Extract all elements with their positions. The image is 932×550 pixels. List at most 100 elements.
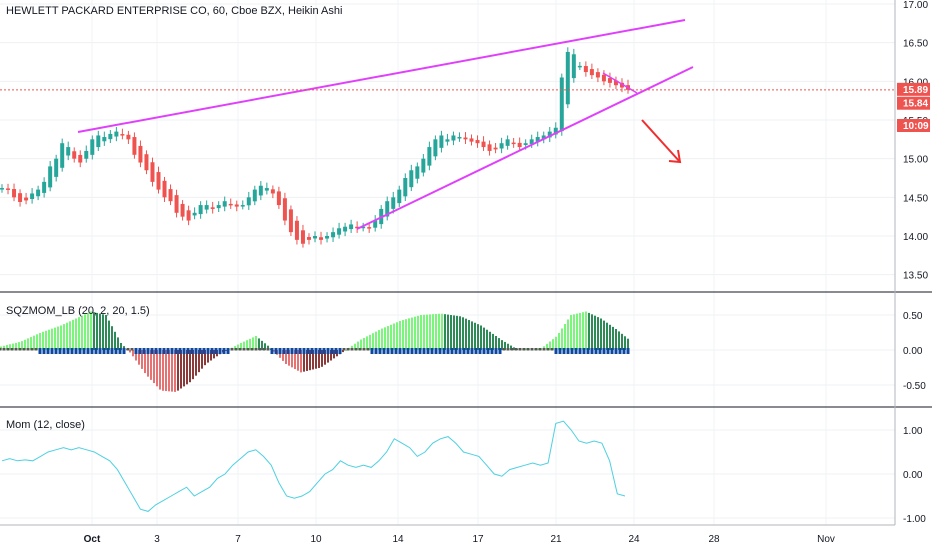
squeeze-dot [590,348,594,354]
candle-body [228,203,233,206]
candle-body [180,203,185,217]
squeeze-bar [489,331,491,350]
time-axis[interactable]: Oct 3 7 10 14 17 21 24 28 Nov [0,524,895,545]
squeeze-bar [447,314,449,350]
candle-body [300,230,305,244]
candle-body [469,138,474,142]
squeeze-bar [402,320,404,350]
down-arrow-icon[interactable] [641,119,682,164]
squeeze-dots [0,348,630,354]
squeeze-tick-label: 0.50 [903,311,923,322]
price-tag-label: 15.89 [903,85,928,96]
squeeze-dot [542,348,546,351]
squeeze-bar [192,350,194,380]
squeeze-bar [45,330,47,350]
candle-body [595,72,600,78]
candle-body [78,154,83,163]
squeeze-dot [294,348,298,354]
squeeze-dot [534,348,538,351]
lower-trendline[interactable] [356,66,694,230]
squeeze-dot [538,348,542,351]
squeeze-dot [306,348,310,354]
squeeze-dot [94,348,98,354]
squeeze-bar [423,314,425,350]
candle-body [421,158,426,173]
squeeze-bar [483,327,485,350]
candle-body [601,74,606,82]
squeeze-bar [66,322,68,350]
candle-body [493,147,498,150]
price-tick-label: 14.00 [903,232,928,243]
squeeze-bar [312,350,314,370]
squeeze-bar [213,350,215,359]
candle-body [313,236,317,239]
squeeze-momentum-pane[interactable]: SQZMOM_LB (20, 2, 20, 1.5) [0,305,630,392]
squeeze-dot [346,348,350,351]
candle-body [463,137,468,140]
squeeze-bar [609,324,611,350]
price-tick-label: 16.00 [903,77,928,88]
squeeze-dot [482,348,486,354]
squeeze-bar [96,312,98,350]
squeeze-bar [42,331,44,350]
time-tick-label: 10 [310,534,322,545]
short-trendline[interactable] [602,72,638,94]
squeeze-dot [406,348,410,354]
squeeze-dot [166,348,170,354]
squeeze-dot [454,348,458,354]
squeeze-bar [597,317,599,350]
candle-body [541,135,546,140]
squeeze-bar [51,328,53,350]
squeeze-bar [171,350,173,392]
squeeze-dot [610,348,614,354]
candle-body [481,141,486,148]
candle-body [126,134,131,140]
price-tick-label: 15.00 [903,155,928,166]
squeeze-dot [186,348,190,354]
squeeze-dot [526,348,530,351]
squeeze-bar [579,312,581,350]
squeeze-dot [10,348,14,351]
candle-body [18,193,23,202]
candle-body [240,205,245,207]
squeeze-dot [474,348,478,354]
squeeze-bar [18,342,20,350]
upper-trendline[interactable] [77,19,686,133]
squeeze-dot [378,348,382,354]
squeeze-bar [108,320,110,350]
squeeze-dot [522,348,526,351]
squeeze-bar [3,345,5,350]
squeeze-dot [6,348,10,351]
candle-body [216,205,221,209]
squeeze-bar [54,327,56,350]
squeeze-bar [174,350,176,392]
squeeze-dot [370,348,374,354]
squeeze-bar [249,338,251,350]
squeeze-bar [189,350,191,383]
time-tick-label: 28 [708,534,720,545]
squeeze-dot [162,348,166,354]
squeeze-bar [453,315,455,350]
candle-body [72,151,77,159]
squeeze-dot [154,348,158,354]
squeeze-bar [255,336,257,350]
squeeze-bar [183,350,185,387]
squeeze-bar [621,333,623,350]
squeeze-bar [396,322,398,350]
candle-body [36,189,41,197]
squeeze-tick-label: -0.50 [903,381,926,392]
candle-body [475,140,480,144]
squeeze-dot [242,348,246,351]
squeeze-dot [42,348,46,354]
squeeze-dot [446,348,450,354]
price-axis[interactable]: 13.5014.0014.5015.0015.5016.0016.5017.00… [894,0,930,525]
candle-body [397,189,402,204]
squeeze-bar [243,341,245,350]
candle-body [0,188,4,190]
price-pane[interactable]: HEWLETT PACKARD ENTERPRISE CO, 60, Cboe … [0,5,895,248]
momentum-pane[interactable]: Mom (12, close) [1,419,626,512]
squeeze-dot [334,348,338,354]
squeeze-bar [273,350,275,352]
squeeze-bar [33,335,35,350]
